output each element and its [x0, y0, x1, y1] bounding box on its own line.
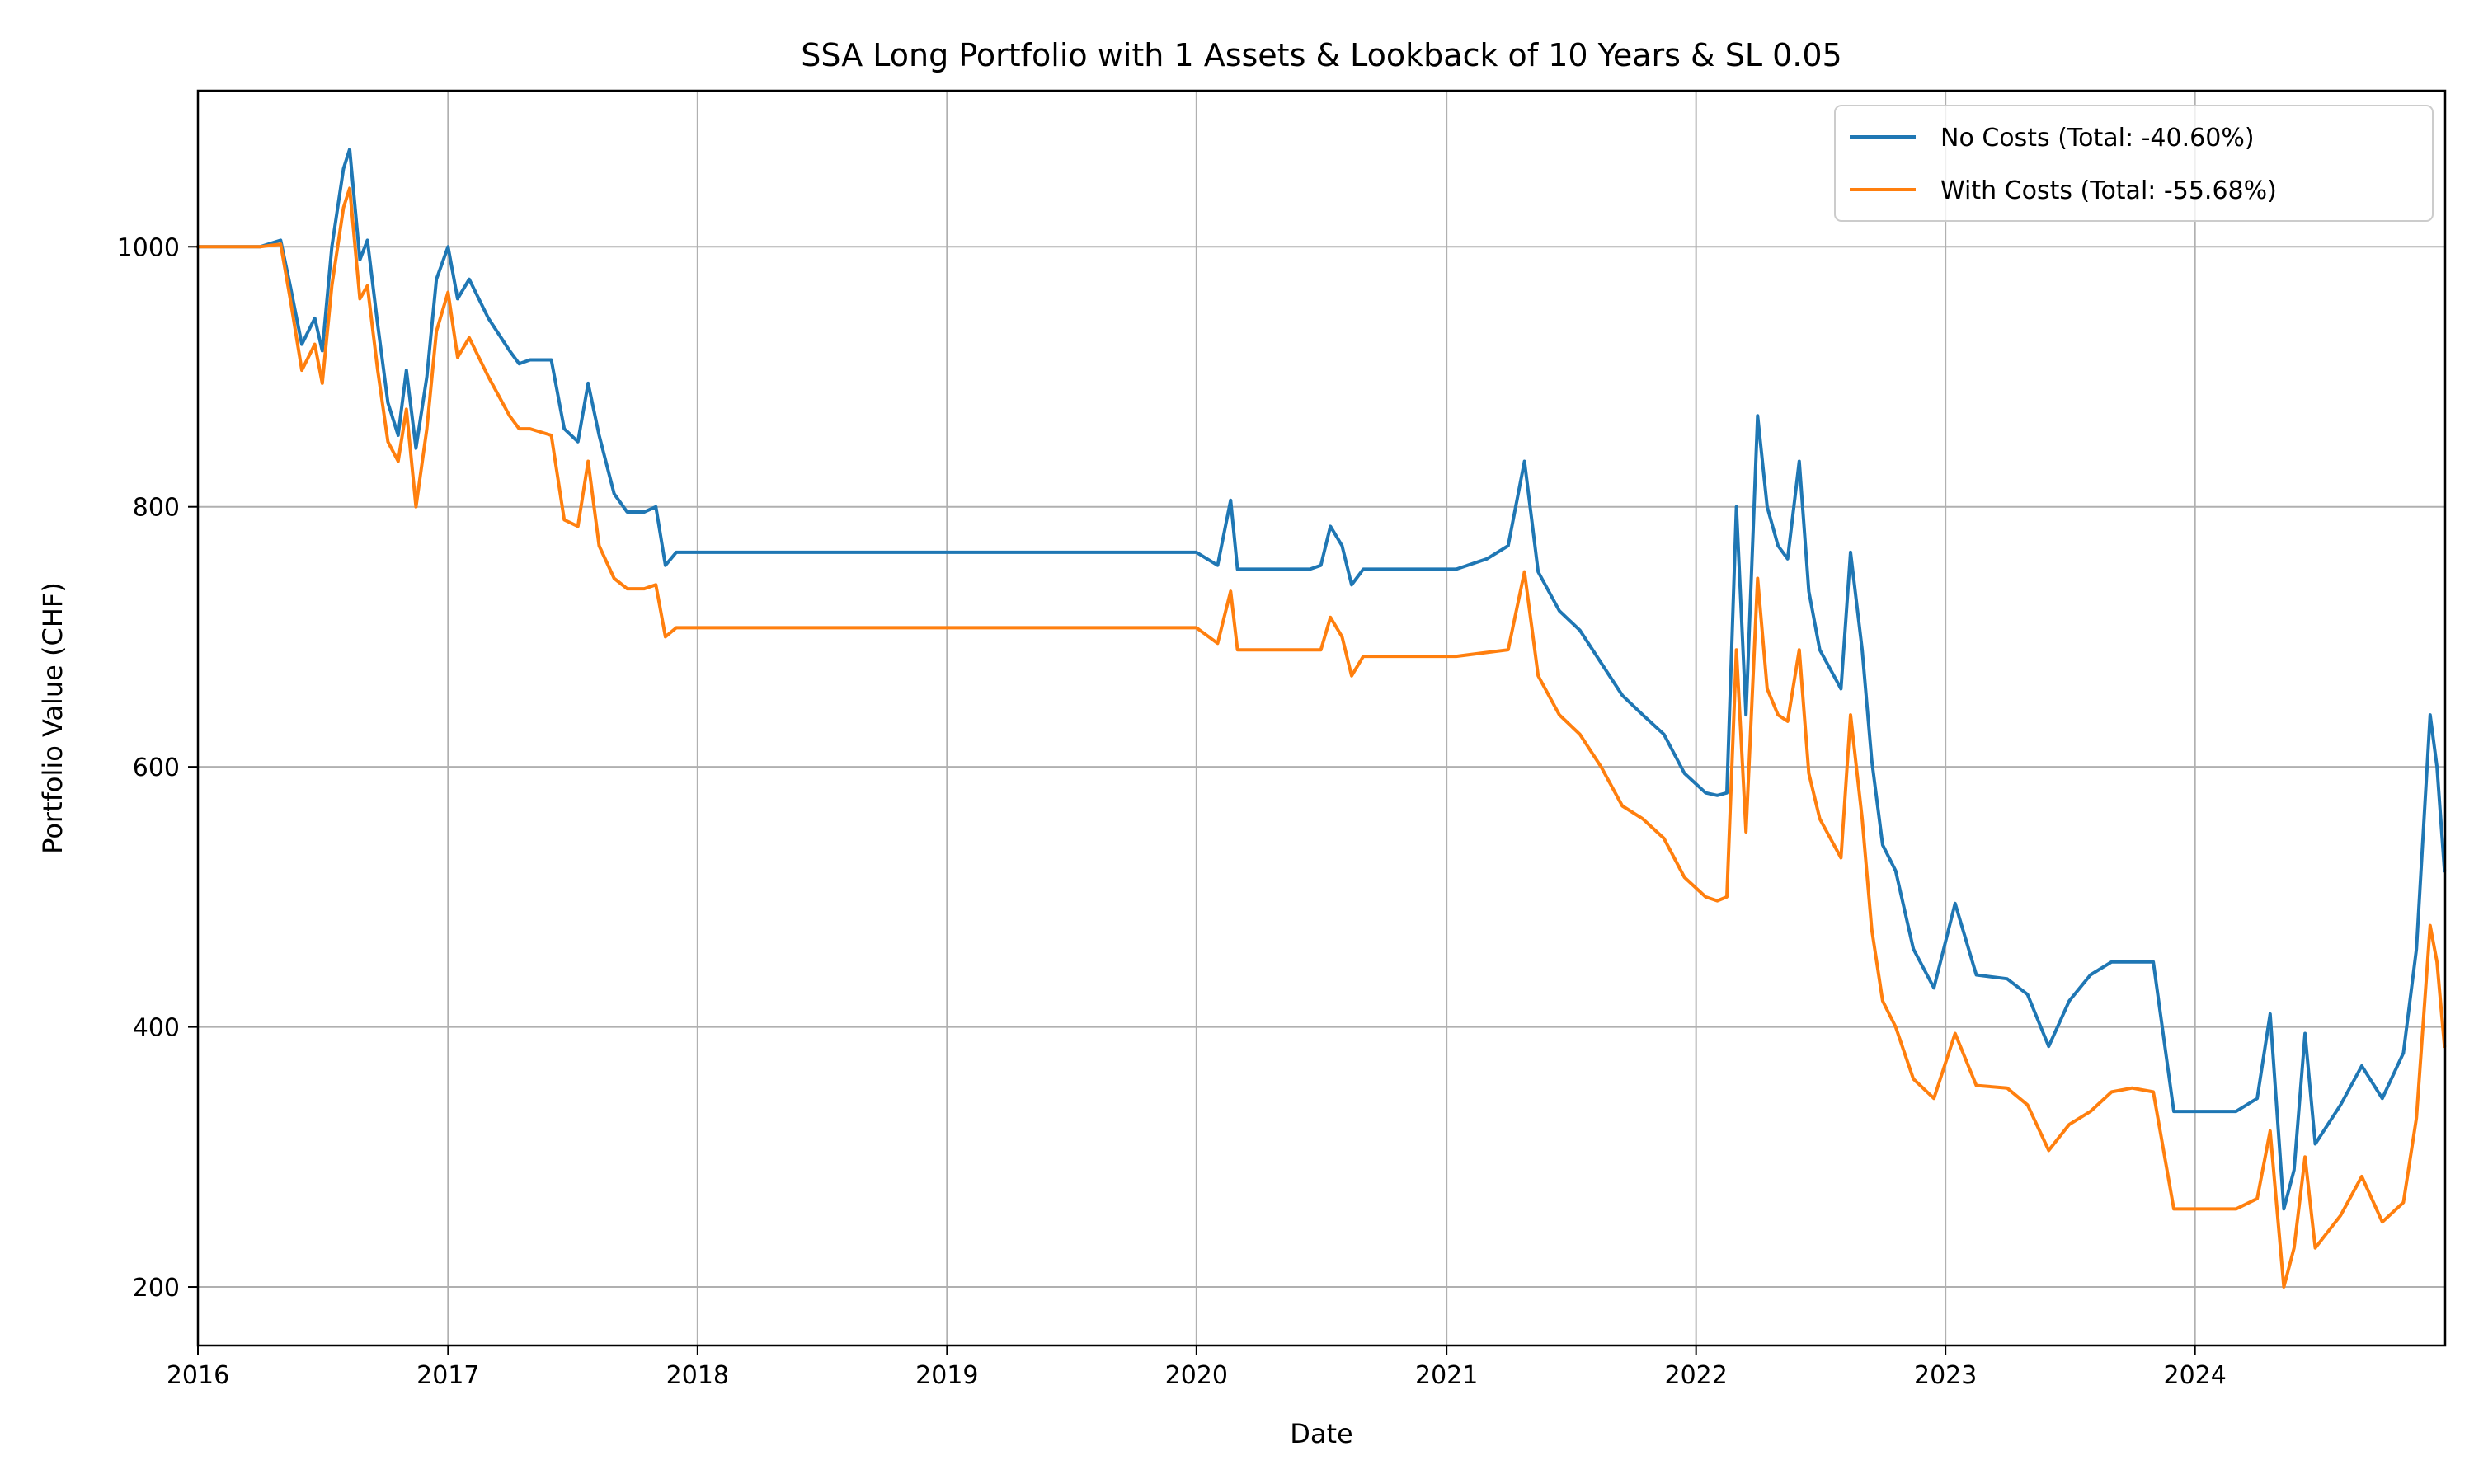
y-tick-label: 800 [133, 494, 180, 523]
series-lines [196, 148, 2447, 1289]
legend-label-with-costs: With Costs (Total: -55.68%) [1940, 176, 2277, 205]
legend-box [1834, 105, 2434, 222]
y-tick-label: 1000 [117, 233, 180, 262]
y-axis-label: Portfolio Value (CHF) [37, 582, 68, 854]
x-tick-label: 2021 [1415, 1361, 1478, 1390]
x-tick-label: 2020 [1165, 1361, 1228, 1390]
legend-label-no-costs: No Costs (Total: -40.60%) [1940, 124, 2255, 153]
y-tick-label: 400 [133, 1014, 180, 1043]
y-tick-label: 600 [133, 754, 180, 782]
series-line-with-costs [196, 186, 2447, 1289]
axis-ticks: 2016 2017 2018 2019 2020 2021 2022 2023 2024 200 4… [117, 233, 2227, 1390]
x-tick-label: 2024 [2163, 1361, 2226, 1390]
x-axis-label: Date [1290, 1418, 1352, 1449]
x-tick-label: 2022 [1664, 1361, 1727, 1390]
series-line-no-costs [196, 148, 2447, 1211]
x-tick-label: 2016 [167, 1361, 229, 1390]
legend: No Costs (Total: -40.60%) With Costs (To… [1834, 105, 2434, 222]
grid [197, 91, 2445, 1345]
x-tick-label: 2018 [666, 1361, 729, 1390]
x-tick-label: 2023 [1914, 1361, 1977, 1390]
y-tick-label: 200 [133, 1274, 180, 1303]
chart-title: SSA Long Portfolio with 1 Assets & Lookb… [801, 37, 1841, 73]
x-tick-label: 2019 [915, 1361, 978, 1390]
x-tick-label: 2017 [416, 1361, 479, 1390]
plot-area-frame [196, 89, 2447, 1347]
